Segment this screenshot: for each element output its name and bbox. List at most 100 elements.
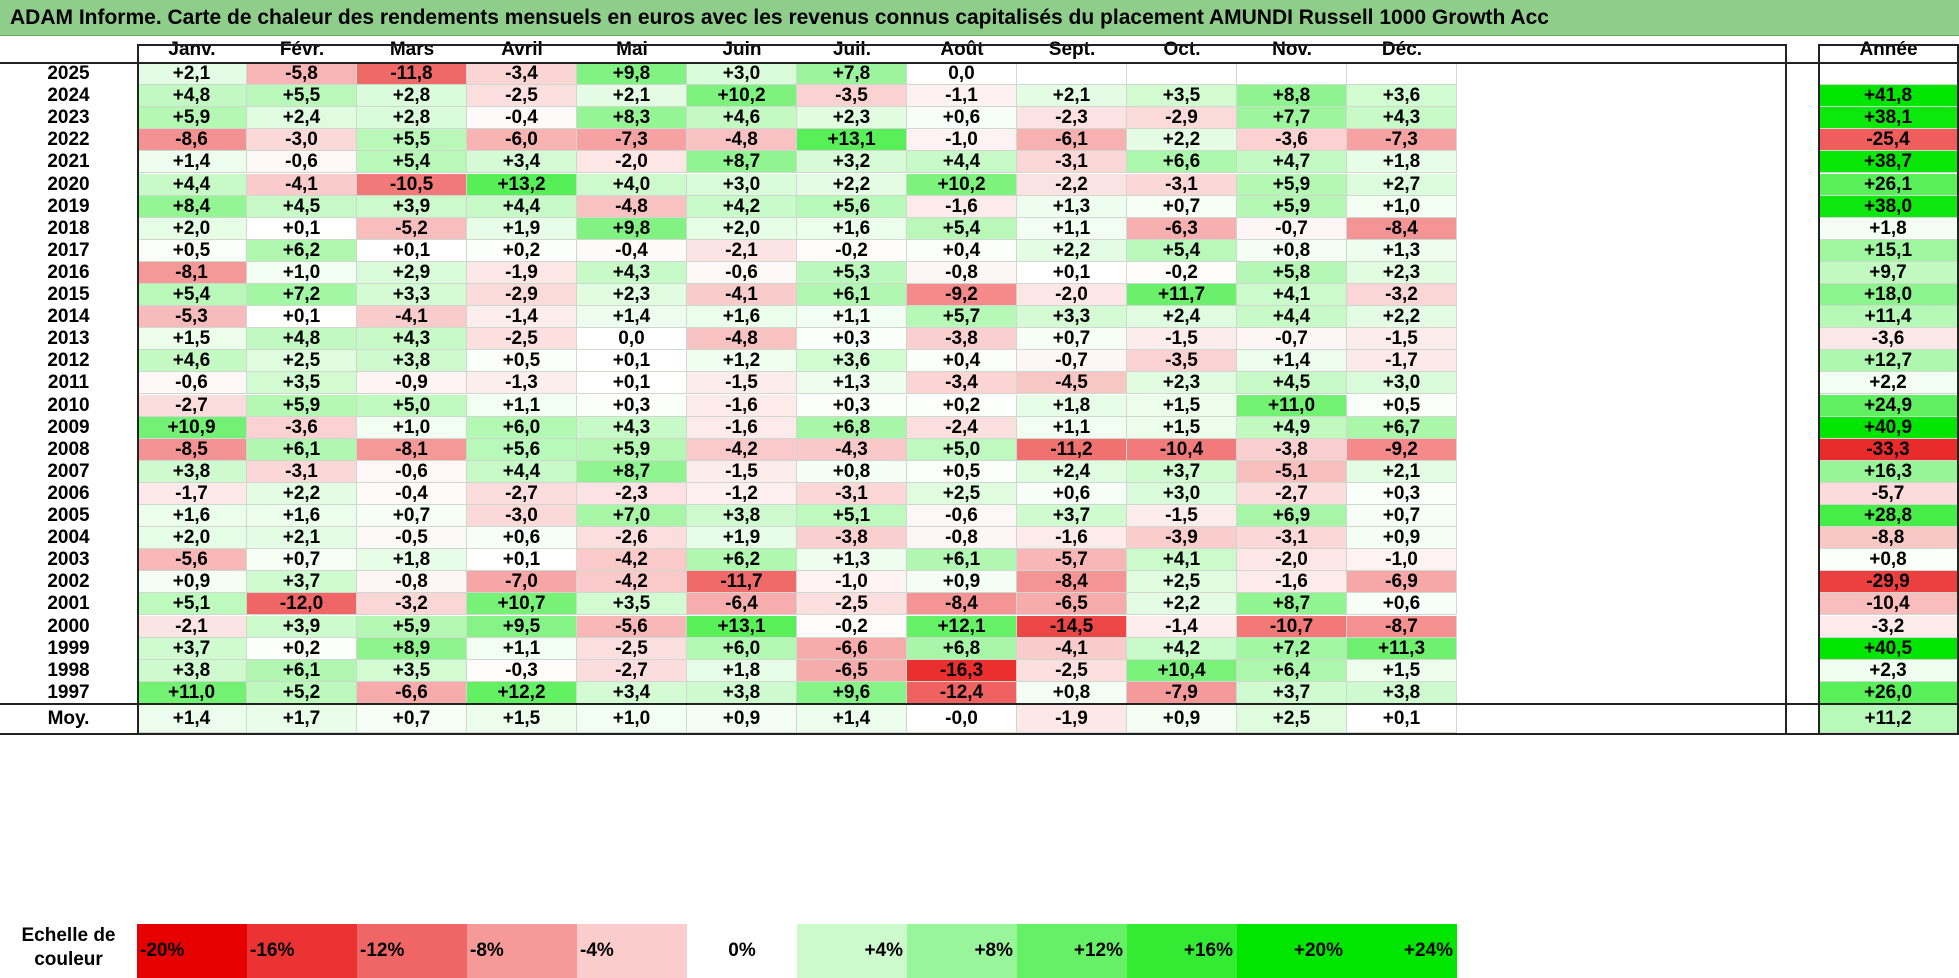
heatmap-cell: -3,5 [1127, 350, 1237, 373]
heatmap-cell: -6,6 [357, 681, 467, 704]
heatmap-cell: +0,7 [357, 505, 467, 528]
heatmap-cell: -1,3 [467, 372, 577, 395]
heatmap-cell: +0,1 [247, 306, 357, 329]
heatmap-cell: -5,2 [357, 217, 467, 240]
heatmap-cell: +6,9 [1237, 505, 1347, 528]
heatmap-cell: -1,0 [907, 129, 1017, 152]
heatmap-cell: +1,1 [1017, 416, 1127, 439]
heatmap-cell: -5,3 [137, 306, 247, 329]
average-cell: +1,7 [247, 705, 357, 733]
heatmap-cell: -0,4 [357, 482, 467, 505]
heatmap-cell: +0,7 [1127, 195, 1237, 218]
annual-cell: +41,8 [1818, 85, 1959, 108]
heatmap-cell: -2,7 [577, 659, 687, 682]
heatmap-cell: +7,2 [247, 284, 357, 307]
heatmap-cell: -1,4 [467, 306, 577, 329]
annual-cell: +11,4 [1818, 306, 1959, 329]
heatmap-cell: +3,4 [577, 681, 687, 704]
heatmap-cell: +1,6 [797, 217, 907, 240]
heatmap-cell: +1,3 [797, 549, 907, 572]
year-label: 2010 [0, 394, 137, 417]
heatmap-cell: -2,7 [1237, 482, 1347, 505]
heatmap-cell: +2,3 [1127, 372, 1237, 395]
heatmap-cell: -1,0 [1347, 549, 1457, 572]
year-label: 2014 [0, 306, 137, 329]
annual-cell: +1,8 [1818, 217, 1959, 240]
heatmap-cell: -0,9 [357, 372, 467, 395]
heatmap-cell: +2,1 [577, 85, 687, 108]
heatmap-cell: +8,7 [577, 460, 687, 483]
heatmap-cell: +4,4 [137, 173, 247, 196]
heatmap-cell: +2,3 [577, 284, 687, 307]
heatmap-cell: -5,6 [577, 615, 687, 638]
annual-cell: +12,7 [1818, 350, 1959, 373]
annual-cell: -3,2 [1818, 615, 1959, 638]
heatmap-cell: +5,9 [357, 615, 467, 638]
heatmap-cell: -12,4 [907, 681, 1017, 704]
heatmap-cell: +0,6 [907, 107, 1017, 130]
heatmap-cell: -4,1 [1017, 637, 1127, 660]
year-label: 2012 [0, 350, 137, 373]
heatmap-cell: -0,2 [1127, 261, 1237, 284]
heatmap-cell: -1,6 [687, 394, 797, 417]
annual-cell: +28,8 [1818, 505, 1959, 528]
heatmap-cell: -3,0 [247, 129, 357, 152]
month-header: Sept. [1017, 36, 1127, 63]
heatmap-cell: +9,8 [577, 63, 687, 86]
heatmap-cell: -2,6 [577, 527, 687, 550]
heatmap-cell: +8,4 [137, 195, 247, 218]
annual-cell [1818, 63, 1959, 86]
heatmap-cell: -0,2 [797, 239, 907, 262]
heatmap-cell: -0,8 [907, 261, 1017, 284]
heatmap-cell: +0,2 [247, 637, 357, 660]
heatmap-cell: -1,5 [1127, 505, 1237, 528]
average-cell: -0,0 [907, 705, 1017, 733]
heatmap-cell: +0,8 [797, 460, 907, 483]
heatmap-cell: -1,5 [687, 460, 797, 483]
color-scale-swatch: +24% [1347, 924, 1457, 978]
heatmap-cell: +1,2 [687, 350, 797, 373]
heatmap-cell: +6,2 [247, 239, 357, 262]
heatmap-cell: +0,1 [577, 350, 687, 373]
heatmap-cell: -1,6 [1237, 571, 1347, 594]
heatmap-cell: +3,7 [1017, 505, 1127, 528]
heatmap-cell: -0,8 [907, 527, 1017, 550]
color-scale-label: Echelle de couleur [0, 924, 137, 978]
heatmap-cell: +3,7 [1127, 460, 1237, 483]
year-label: 2004 [0, 527, 137, 550]
heatmap-cell: +1,5 [1347, 659, 1457, 682]
heatmap-cell: +0,6 [1347, 593, 1457, 616]
heatmap-cell: -6,5 [1017, 593, 1127, 616]
heatmap-cell: +0,7 [247, 549, 357, 572]
year-label: 2006 [0, 482, 137, 505]
heatmap-cell: +7,8 [797, 63, 907, 86]
heatmap-cell: -6,1 [1017, 129, 1127, 152]
year-label: 2007 [0, 460, 137, 483]
heatmap-cell: +2,8 [357, 85, 467, 108]
heatmap-cell: -3,1 [1237, 527, 1347, 550]
heatmap-cell: +1,0 [247, 261, 357, 284]
annual-cell: +38,0 [1818, 195, 1959, 218]
heatmap-cell: +5,8 [1237, 261, 1347, 284]
heatmap-cell: +4,8 [247, 328, 357, 351]
heatmap-cell: -3,2 [357, 593, 467, 616]
heatmap-cell: -3,0 [467, 505, 577, 528]
heatmap-cell: +0,5 [137, 239, 247, 262]
heatmap-cell: +5,0 [907, 438, 1017, 461]
heatmap-cell: +3,9 [357, 195, 467, 218]
heatmap-cell: +2,0 [687, 217, 797, 240]
heatmap-cell: +2,3 [797, 107, 907, 130]
color-scale-swatch: +4% [797, 924, 907, 978]
color-scale-swatch: -16% [247, 924, 357, 978]
heatmap-cell: -4,8 [687, 129, 797, 152]
heatmap-cell: +7,7 [1237, 107, 1347, 130]
heatmap-cell: -9,2 [1347, 438, 1457, 461]
heatmap-cell: +4,4 [1237, 306, 1347, 329]
year-label: 2008 [0, 438, 137, 461]
annual-cell: +18,0 [1818, 284, 1959, 307]
heatmap-cell: -3,1 [1017, 151, 1127, 174]
heatmap-cell: -2,1 [687, 239, 797, 262]
heatmap-cell: -1,9 [467, 261, 577, 284]
heatmap-cell: -16,3 [907, 659, 1017, 682]
heatmap-cell: -0,6 [687, 261, 797, 284]
